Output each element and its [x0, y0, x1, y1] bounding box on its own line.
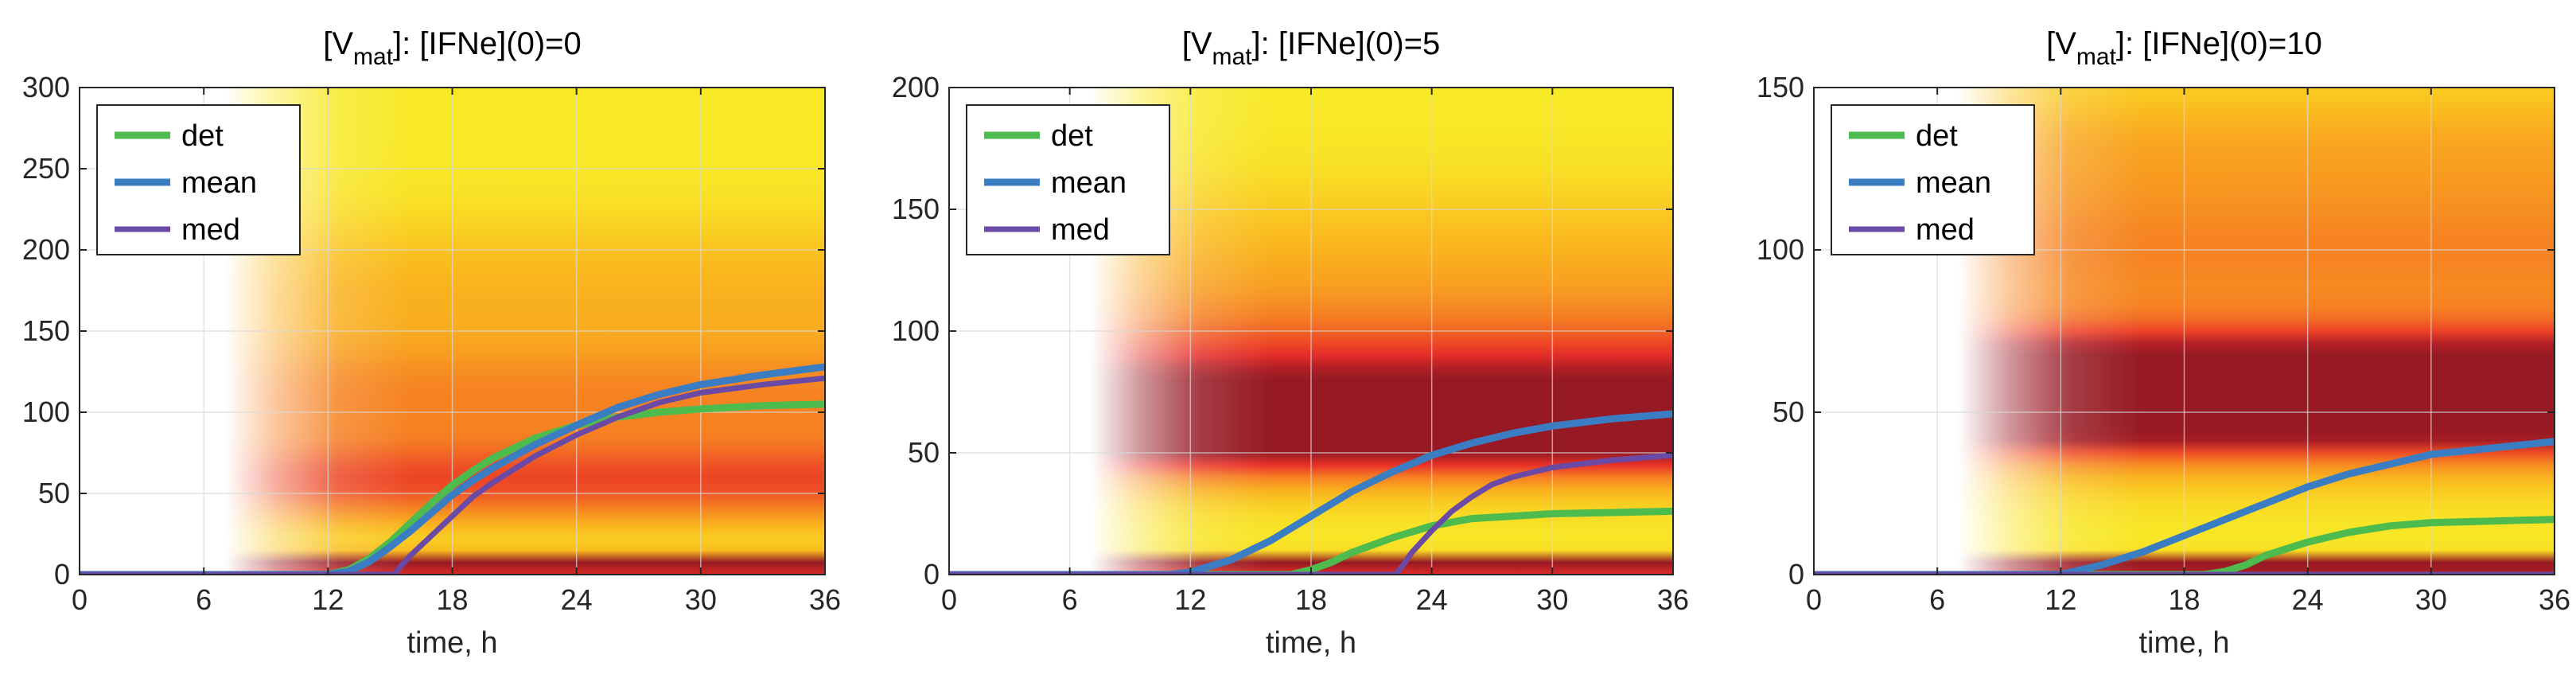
- series-line-mean: [80, 363, 825, 575]
- y-tick-label: 300: [22, 71, 70, 103]
- legend: det mean med: [96, 104, 301, 255]
- x-tick-label: 36: [2539, 583, 2570, 616]
- title-main: [V: [2046, 26, 2076, 61]
- x-tick-label: 12: [1174, 583, 1206, 616]
- chart-panel-3: 0 6 12 18 24 30 36 0 50 100 150 time, h [Vmat]: [IFN…: [1757, 26, 2570, 660]
- series-line-med: [80, 375, 825, 575]
- x-tick-label: 24: [1416, 583, 1448, 616]
- x-tick-label: 12: [312, 583, 344, 616]
- series-line-mean: [1814, 438, 2555, 575]
- y-tick-label: 0: [924, 558, 940, 591]
- legend-label-med: med: [1051, 213, 1110, 247]
- x-axis-label: time, h: [1266, 626, 1356, 660]
- x-tick-label: 30: [2415, 583, 2447, 616]
- y-tick-label: 100: [1757, 233, 1804, 266]
- x-tick-label: 6: [1062, 583, 1078, 616]
- x-tick-label: 0: [941, 583, 957, 616]
- y-tick-label: 50: [38, 477, 70, 509]
- ticks: [79, 87, 826, 575]
- legend-label-med: med: [1916, 213, 1975, 247]
- y-tick-label: 250: [22, 152, 70, 185]
- title-main: [V: [323, 26, 353, 61]
- series-line-det: [949, 507, 1673, 575]
- x-tick-label: 12: [2045, 583, 2076, 616]
- x-tick-label: 6: [196, 583, 212, 616]
- x-tick-label: 36: [1657, 583, 1689, 616]
- legend-label-mean: mean: [181, 166, 257, 200]
- series-group: [1814, 438, 2555, 575]
- x-tick-label: 36: [809, 583, 841, 616]
- title-rest: ]: [IFNe](0)=10: [2116, 26, 2322, 61]
- legend: det mean med: [966, 104, 1170, 255]
- legend-label-det: det: [1051, 119, 1093, 153]
- x-axis-label: time, h: [2138, 626, 2229, 660]
- x-tick-label: 0: [72, 583, 88, 616]
- x-tick-label: 24: [2292, 583, 2324, 616]
- y-tick-label: 150: [892, 193, 940, 225]
- y-tick-label: 200: [22, 233, 70, 266]
- series-group: [949, 410, 1673, 575]
- x-tick-label: 6: [1929, 583, 1945, 616]
- ticks: [948, 87, 1674, 575]
- x-tick-label: 24: [561, 583, 593, 616]
- title-subscript: mat: [353, 44, 394, 70]
- title-subscript: mat: [2076, 44, 2117, 70]
- title-subscript: mat: [1212, 44, 1253, 70]
- y-tick-label: 50: [908, 436, 940, 469]
- chart-title: [Vmat]: [IFNe](0)=0: [323, 26, 582, 70]
- y-tick-label: 200: [892, 71, 940, 103]
- x-tick-label: 18: [2168, 583, 2200, 616]
- x-tick-label: 0: [1806, 583, 1822, 616]
- legend: det mean med: [1831, 104, 2035, 255]
- title-rest: ]: [IFNe](0)=5: [1252, 26, 1441, 61]
- series-line-med: [949, 452, 1673, 575]
- series-line-mean: [949, 410, 1673, 575]
- legend-label-det: det: [181, 119, 224, 153]
- y-tick-label: 0: [1788, 558, 1804, 591]
- chart-title: [Vmat]: [IFNe](0)=10: [2046, 26, 2322, 70]
- x-tick-label: 18: [1295, 583, 1327, 616]
- chart-panel-2: 0 6 12 18 24 30 36 0 50 100 150 200 time, h [Vmat]: […: [892, 26, 1689, 660]
- y-tick-label: 0: [54, 558, 70, 591]
- legend-label-mean: mean: [1916, 166, 1991, 200]
- title-main: [V: [1182, 26, 1212, 61]
- title-rest: ]: [IFNe](0)=0: [393, 26, 582, 61]
- y-tick-label: 150: [22, 314, 70, 347]
- x-tick-label: 30: [685, 583, 717, 616]
- y-tick-label: 150: [1757, 71, 1804, 103]
- x-tick-label: 30: [1536, 583, 1568, 616]
- y-tick-label: 50: [1772, 396, 1804, 428]
- y-tick-label: 100: [892, 314, 940, 347]
- x-axis-label: time, h: [407, 626, 497, 660]
- legend-label-mean: mean: [1051, 166, 1127, 200]
- chart-title: [Vmat]: [IFNe](0)=5: [1182, 26, 1441, 70]
- legend-label-det: det: [1916, 119, 1958, 153]
- series-group: [80, 363, 825, 575]
- y-tick-label: 100: [22, 396, 70, 428]
- x-tick-label: 18: [436, 583, 468, 616]
- ticks: [1813, 87, 2555, 575]
- legend-label-med: med: [181, 213, 240, 247]
